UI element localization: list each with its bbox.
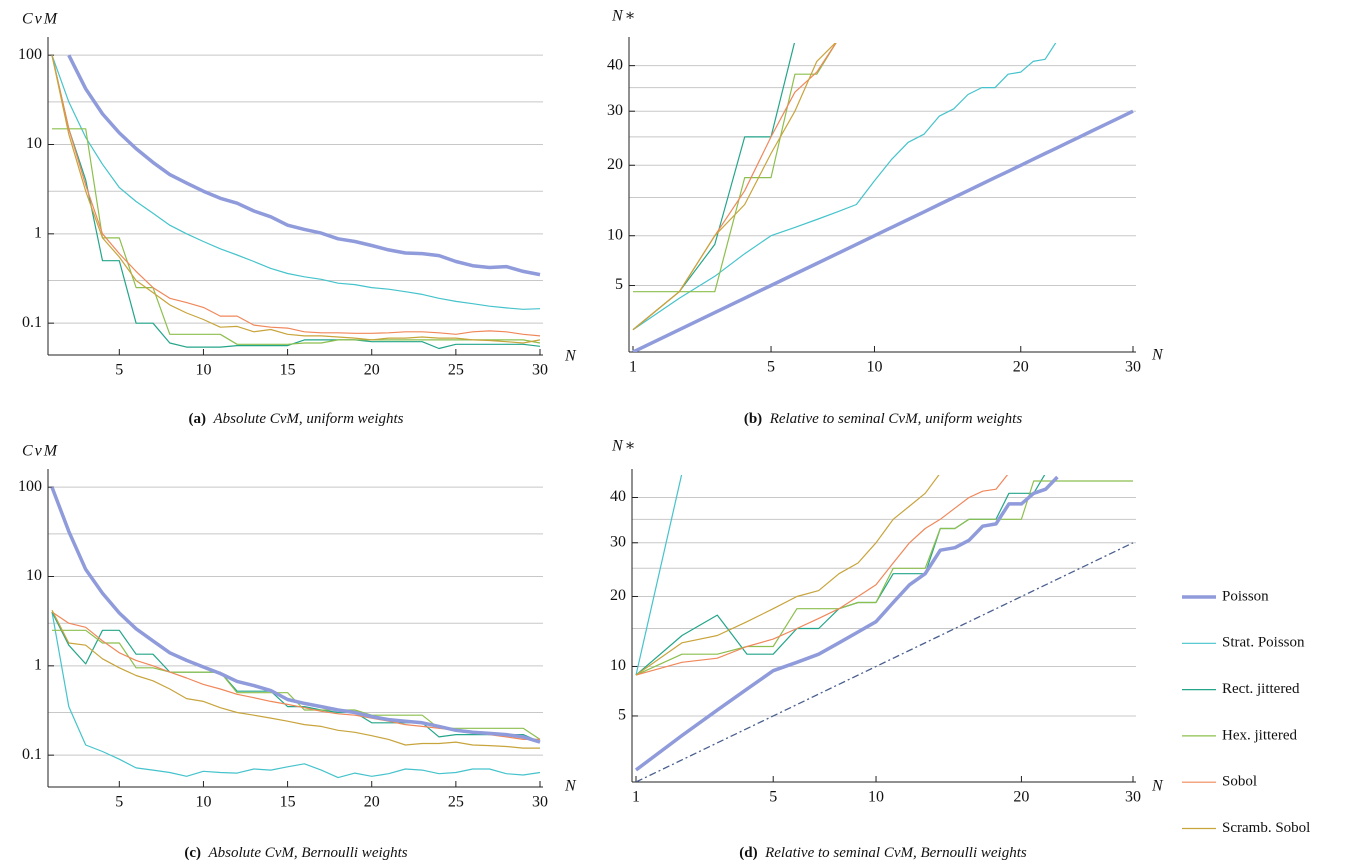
x-tick-label: 25 xyxy=(448,794,464,811)
series-line xyxy=(67,54,541,277)
caption-label: (d) xyxy=(739,845,757,861)
y-tick-label: 10 xyxy=(26,567,42,584)
plot-lines xyxy=(51,54,541,350)
series-line xyxy=(632,43,837,331)
y-tick-label: 10 xyxy=(610,657,626,674)
panel: 0.1 1 10 100 5 10 15 20 25 30 N CvM (a) Absolute CvM… xyxy=(18,11,577,428)
x-tick-label: 25 xyxy=(448,362,464,379)
series-line xyxy=(51,54,541,310)
caption-label: (a) xyxy=(189,411,207,427)
series-line xyxy=(50,486,541,744)
legend-label: Strat. Poisson xyxy=(1222,635,1305,651)
x-tick-label: 5 xyxy=(769,789,777,806)
y-tick-label: 20 xyxy=(607,156,623,173)
series-line xyxy=(633,43,837,293)
series-line xyxy=(635,475,1046,676)
y-tick-label: 1 xyxy=(34,656,42,673)
legend-label: Rect. jittered xyxy=(1222,681,1300,697)
y-tick-label: 30 xyxy=(610,533,626,550)
y-axis-label: N∗ xyxy=(611,438,638,455)
panel: 5 10 20 30 40 1 5 10 20 30 N N∗ (b) Relative to semi… xyxy=(607,8,1164,428)
y-tick-label: 5 xyxy=(618,707,626,724)
y-axis-label: CvM xyxy=(22,443,59,460)
plot-lines xyxy=(632,43,1134,352)
series-line xyxy=(51,609,540,749)
x-tick-label: 15 xyxy=(280,362,296,379)
series-line xyxy=(635,480,1133,676)
x-axis-label: N xyxy=(1151,347,1164,364)
x-tick-label: 5 xyxy=(767,359,775,376)
series-line xyxy=(51,55,541,337)
legend: Poisson Strat. Poisson Rect. jittered Hex. … xyxy=(1182,588,1310,836)
y-tick-label: 0.1 xyxy=(22,746,42,763)
x-tick-label: 30 xyxy=(532,362,548,379)
legend-label: Hex. jittered xyxy=(1222,727,1297,743)
series-line xyxy=(634,475,1059,772)
y-tick-label: 100 xyxy=(18,46,42,63)
y-tick-label: 1 xyxy=(34,224,42,241)
caption-text: Relative to seminal CvM, Bernoulli weigh… xyxy=(764,845,1027,861)
series-line xyxy=(51,611,541,779)
legend-label: Scramb. Sobol xyxy=(1222,820,1310,836)
x-tick-label: 5 xyxy=(115,794,123,811)
x-tick-label: 10 xyxy=(195,794,211,811)
x-axis-label: N xyxy=(564,778,577,795)
caption-label: (b) xyxy=(744,411,762,427)
caption: (a) Absolute CvM, uniform weights xyxy=(189,411,404,427)
y-tick-label: 20 xyxy=(610,587,626,604)
series-line xyxy=(51,55,541,344)
x-tick-label: 1 xyxy=(632,789,640,806)
x-tick-label: 20 xyxy=(1013,359,1029,376)
caption: (b) Relative to seminal CvM, uniform wei… xyxy=(744,411,1022,427)
reference-line xyxy=(635,542,1134,782)
x-tick-label: 20 xyxy=(1013,789,1029,806)
panel: 5 10 20 30 40 1 5 10 20 30 N N∗ (d) Relative to semi… xyxy=(610,438,1164,862)
legend-label: Poisson xyxy=(1222,588,1269,604)
series-line xyxy=(632,43,1057,331)
x-axis-label: N xyxy=(1151,778,1164,795)
x-tick-label: 10 xyxy=(868,789,884,806)
y-tick-label: 40 xyxy=(610,488,626,505)
x-tick-label: 30 xyxy=(1125,359,1141,376)
series-line xyxy=(635,475,940,676)
caption-text: Absolute CvM, Bernoulli weights xyxy=(208,845,408,861)
panel: 0.1 1 10 100 5 10 15 20 25 30 N CvM (c) Absolute CvM… xyxy=(18,443,577,862)
y-tick-label: 0.1 xyxy=(22,314,42,331)
x-tick-label: 10 xyxy=(195,362,211,379)
plot-lines xyxy=(50,486,541,779)
x-tick-label: 15 xyxy=(280,794,296,811)
legend-label: Sobol xyxy=(1222,774,1257,790)
series-line xyxy=(632,109,1134,352)
series-line xyxy=(51,611,540,740)
y-tick-label: 5 xyxy=(615,276,623,293)
y-axis-label: CvM xyxy=(22,11,59,28)
caption: (d) Relative to seminal CvM, Bernoulli w… xyxy=(739,845,1027,861)
x-tick-label: 1 xyxy=(629,359,637,376)
y-tick-label: 10 xyxy=(607,226,623,243)
caption-text: Relative to seminal CvM, uniform weights xyxy=(769,411,1023,427)
y-axis-label: N∗ xyxy=(611,8,638,25)
y-tick-label: 40 xyxy=(607,56,623,73)
x-tick-label: 30 xyxy=(532,794,548,811)
x-tick-label: 10 xyxy=(866,359,882,376)
series-line xyxy=(635,475,1009,676)
x-tick-label: 30 xyxy=(1125,789,1141,806)
y-tick-label: 30 xyxy=(607,102,623,119)
series-line xyxy=(51,55,541,350)
caption-label: (c) xyxy=(184,845,201,861)
caption: (c) Absolute CvM, Bernoulli weights xyxy=(184,845,407,861)
x-tick-label: 20 xyxy=(364,362,380,379)
series-line xyxy=(635,475,683,676)
x-tick-label: 20 xyxy=(364,794,380,811)
y-tick-label: 100 xyxy=(18,478,42,495)
series-line xyxy=(52,128,541,345)
y-tick-label: 10 xyxy=(26,135,42,152)
caption-text: Absolute CvM, uniform weights xyxy=(213,411,404,427)
x-tick-label: 5 xyxy=(115,362,123,379)
x-axis-label: N xyxy=(564,348,577,365)
plot-lines xyxy=(634,475,1134,782)
